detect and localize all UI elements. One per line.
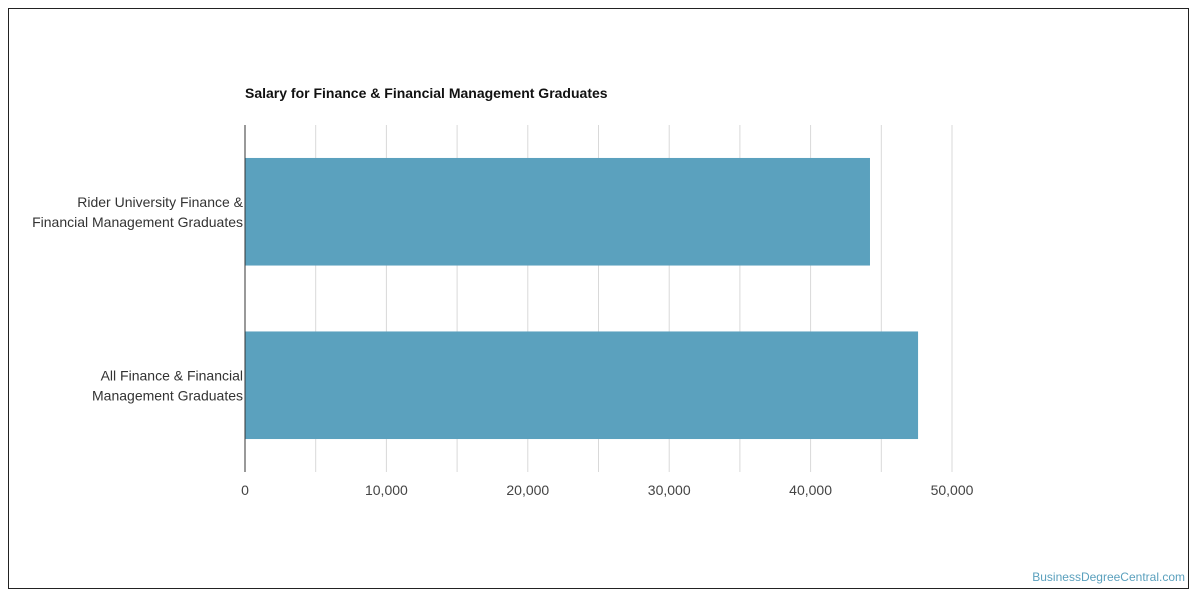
chart-frame [8,8,1189,589]
x-tick-label: 10,000 [365,482,408,498]
category-labels: Rider University Finance & Financial Mana… [32,194,244,404]
x-tick-label: 20,000 [506,482,549,498]
category-label: Rider University Finance & Financial Mana… [32,194,244,230]
category-label: All Finance & Financial Management Gradua… [92,367,243,403]
x-tick-labels: 0 10,000 20,000 30,000 40,000 50,000 [241,482,974,498]
x-tick-label: 50,000 [931,482,974,498]
bars [245,157,919,440]
x-tick-label: 0 [241,482,249,498]
x-tick-label: 30,000 [648,482,691,498]
source-credit: BusinessDegreeCentral.com [1032,570,1185,584]
bar [245,331,919,440]
chart-title: Salary for Finance & Financial Managemen… [245,85,608,101]
bar [245,157,870,266]
x-tick-label: 40,000 [789,482,832,498]
